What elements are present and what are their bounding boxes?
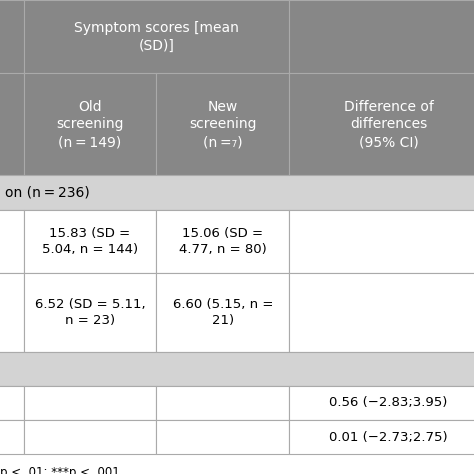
Text: Symptom scores [mean
(SD)]: Symptom scores [mean (SD)]	[74, 21, 239, 53]
Bar	[24, 73, 156, 175]
Bar	[289, 273, 474, 352]
Text: 0.01 (−2.73;2.75): 0.01 (−2.73;2.75)	[329, 430, 448, 444]
Bar	[289, 210, 474, 273]
Text: 6.52 (SD = 5.11,
n = 23): 6.52 (SD = 5.11, n = 23)	[35, 298, 146, 328]
Bar	[0, 352, 474, 386]
Bar	[0, 420, 24, 454]
Bar	[289, 420, 474, 454]
Bar	[0, 73, 24, 175]
Text: 0.56 (−2.83;3.95): 0.56 (−2.83;3.95)	[329, 396, 448, 410]
Bar	[24, 386, 156, 420]
Text: Difference of
differences
(95% CI): Difference of differences (95% CI)	[344, 100, 434, 149]
Text: on (n = 236): on (n = 236)	[5, 185, 90, 200]
Bar	[156, 210, 289, 273]
Bar	[0, 386, 24, 420]
Text: 6.60 (5.15, n =
21): 6.60 (5.15, n = 21)	[173, 298, 273, 328]
Text: 15.06 (SD =
4.77, n = 80): 15.06 (SD = 4.77, n = 80)	[179, 227, 267, 256]
Bar	[0, 210, 24, 273]
Text: New
screening
(n =₇): New screening (n =₇)	[189, 100, 256, 149]
Text: 15.83 (SD =
5.04, n = 144): 15.83 (SD = 5.04, n = 144)	[42, 227, 138, 256]
Bar	[0, 175, 474, 210]
Bar	[156, 420, 289, 454]
Bar	[156, 73, 289, 175]
Bar	[0, 0, 24, 73]
Text: p < .01; ***p < .001.: p < .01; ***p < .001.	[0, 466, 124, 474]
Bar	[24, 273, 156, 352]
Text: Old
screening
(n = 149): Old screening (n = 149)	[56, 100, 124, 149]
Bar	[289, 0, 474, 73]
Bar	[156, 386, 289, 420]
Bar	[156, 273, 289, 352]
Bar	[289, 73, 474, 175]
Bar	[24, 420, 156, 454]
Bar	[0, 273, 24, 352]
Bar	[24, 0, 289, 73]
Bar	[289, 386, 474, 420]
Bar	[24, 210, 156, 273]
